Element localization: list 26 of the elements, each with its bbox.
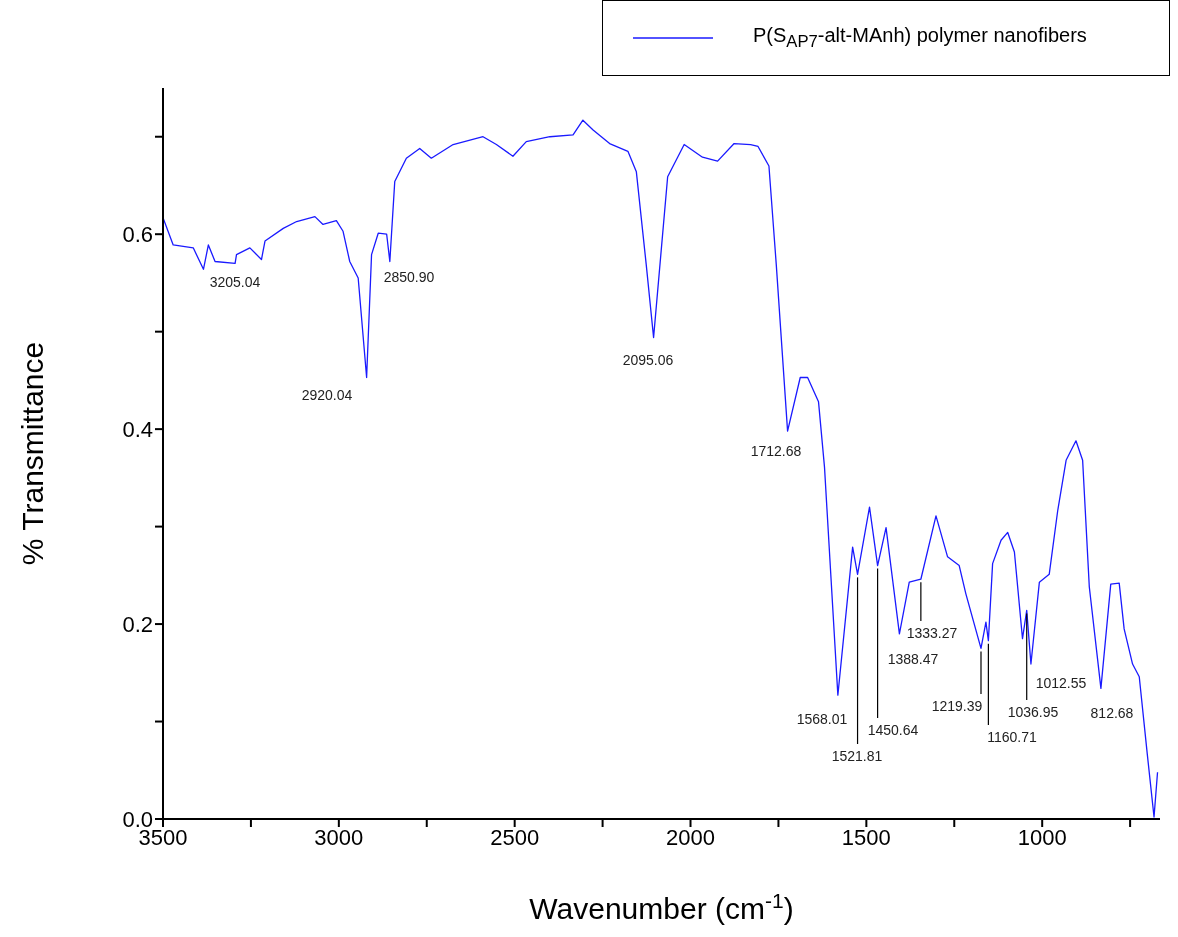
- x-tick-label: 3000: [314, 824, 364, 850]
- annotation: 1450.64: [867, 722, 919, 738]
- annotation: 2095.06: [622, 352, 674, 368]
- y-axis-title: % Transmittance: [15, 341, 49, 566]
- annotation: 1712.68: [750, 443, 802, 459]
- y-tick-label: 0.2: [122, 611, 153, 637]
- annotation: 3205.04: [209, 274, 261, 290]
- y-tick-label: 0.6: [122, 222, 153, 248]
- annotation: 2920.04: [301, 387, 353, 403]
- x-tick-label: 2000: [666, 824, 715, 850]
- annotation: 1219.39: [931, 698, 983, 714]
- x-axis-title: Wavenumber (cm$^{-1}$): [529, 888, 794, 925]
- x-tick-label: 1500: [841, 824, 891, 850]
- annotation: 1521.81: [831, 748, 883, 764]
- annotation: 1568.01: [796, 711, 848, 727]
- annotation: 1333.27: [906, 625, 958, 641]
- x-tick-label: 2500: [490, 824, 540, 850]
- legend-label: P(S$_{AP7}$-alt-MAnh) polymer nanofibers: [753, 24, 1087, 52]
- annotation: 1160.71: [987, 729, 1037, 745]
- annotation: 812.68: [1090, 705, 1134, 721]
- annotation: 2850.90: [383, 269, 435, 285]
- x-tick-label: 1000: [1017, 824, 1067, 850]
- annotation: 1036.95: [1007, 704, 1059, 720]
- annotation: 1388.47: [887, 651, 939, 667]
- y-tick-label: 0.4: [122, 416, 153, 442]
- annotation: 1012.55: [1035, 675, 1087, 691]
